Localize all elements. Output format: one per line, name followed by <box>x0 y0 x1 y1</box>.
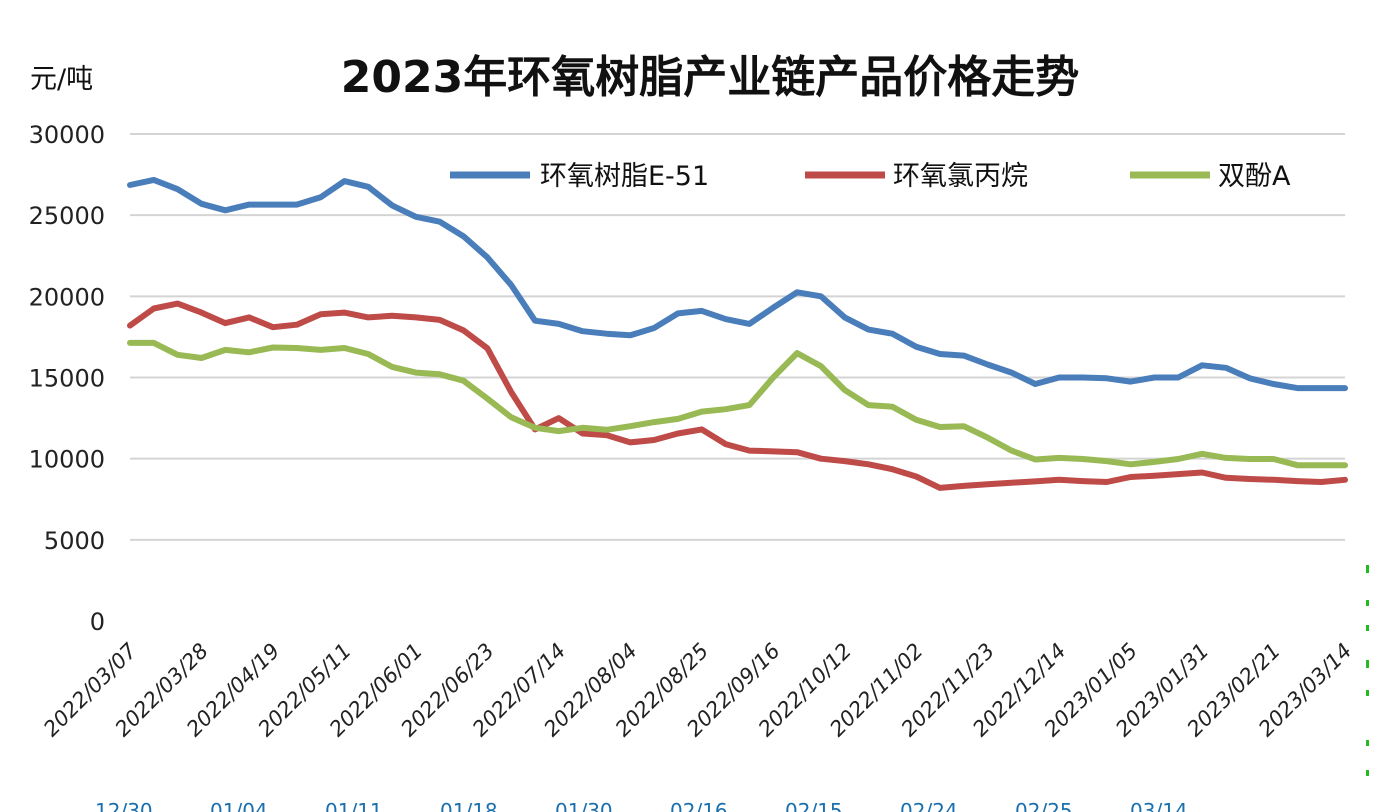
series-lines <box>127 176 1348 491</box>
y-tick-label: 15000 <box>29 365 105 393</box>
legend-label-bpa: 双酚A <box>1218 161 1291 192</box>
footer-label: 02/15 <box>785 799 843 812</box>
footer-label: 12/30 <box>95 799 153 812</box>
y-axis-unit: 元/吨 <box>30 64 93 95</box>
footer-label: 01/04 <box>210 799 268 812</box>
footer-label: 03/14 <box>1130 799 1188 812</box>
y-tick-label: 20000 <box>29 283 105 311</box>
series-line-2 <box>127 339 1348 469</box>
footer-label: 01/11 <box>325 799 383 812</box>
series-line-1 <box>127 300 1348 491</box>
footer-label: 02/24 <box>900 799 958 812</box>
footer-label: 02/16 <box>670 799 728 812</box>
y-tick-labels: 30000 25000 20000 15000 10000 5000 0 <box>29 121 105 636</box>
gridlines <box>130 133 1345 541</box>
footer-label: 01/18 <box>440 799 498 812</box>
series-line-0 <box>127 176 1348 392</box>
footer-labels: 12/30 01/04 01/11 01/18 01/30 02/16 02/15 02/24… <box>95 799 1188 812</box>
legend: 环氧树脂E-51 环氧氯丙烷 双酚A <box>450 161 1291 192</box>
y-tick-label: 25000 <box>29 202 105 230</box>
legend-label-e51: 环氧树脂E-51 <box>540 161 709 192</box>
footer-label: 01/30 <box>555 799 613 812</box>
x-tick-labels: 2022/03/072022/03/282022/04/192022/05/11… <box>39 638 1357 741</box>
legend-label-ech: 环氧氯丙烷 <box>893 161 1028 192</box>
chart-title: 2023年环氧树脂产业链产品价格走势 <box>341 52 1079 103</box>
footer-label: 02/25 <box>1015 799 1073 812</box>
y-tick-label: 0 <box>90 608 105 636</box>
y-tick-label: 5000 <box>44 527 105 555</box>
edge-artifact <box>1366 565 1369 776</box>
y-tick-label: 10000 <box>29 446 105 474</box>
y-tick-label: 30000 <box>29 121 105 149</box>
